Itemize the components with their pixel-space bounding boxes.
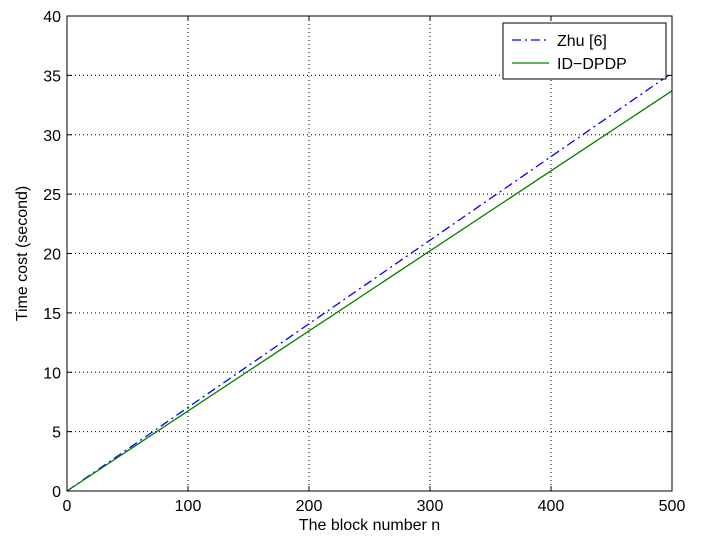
grid-lines (67, 16, 672, 491)
series-line-0 (66, 72, 673, 492)
y-tick-label: 40 (43, 9, 61, 26)
y-tick-label: 25 (43, 187, 61, 204)
legend-entry-id-dpdp: ID−DPDP (557, 56, 627, 73)
y-tick-label: 30 (43, 128, 61, 145)
y-tick-label: 10 (43, 365, 61, 382)
y-tick-label: 20 (43, 247, 61, 264)
x-axis-label: The block number n (299, 517, 440, 534)
legend-box (502, 22, 667, 80)
x-tick-label: 500 (659, 498, 686, 515)
y-tick-label: 5 (52, 425, 61, 442)
x-tick-label: 300 (417, 498, 444, 515)
y-tick-label: 35 (43, 68, 61, 85)
y-tick-label: 0 (52, 484, 61, 501)
y-axis-label: Time cost (second) (14, 186, 31, 321)
legend-entry-zhu: Zhu [6] (557, 33, 607, 50)
series-lines (66, 72, 673, 492)
x-tick-label: 400 (538, 498, 565, 515)
x-tick-label: 200 (296, 498, 323, 515)
x-tick-label: 100 (175, 498, 202, 515)
legend: Zhu [6] ID−DPDP (502, 22, 667, 80)
series-line-1 (66, 90, 673, 492)
x-tick-label: 0 (63, 498, 72, 515)
axis-ticks: 0 100 200 300 400 500 0 5 10 15 20 25 30 35 40 (43, 9, 685, 515)
y-tick-label: 15 (43, 306, 61, 323)
plot-frame (66, 15, 673, 492)
